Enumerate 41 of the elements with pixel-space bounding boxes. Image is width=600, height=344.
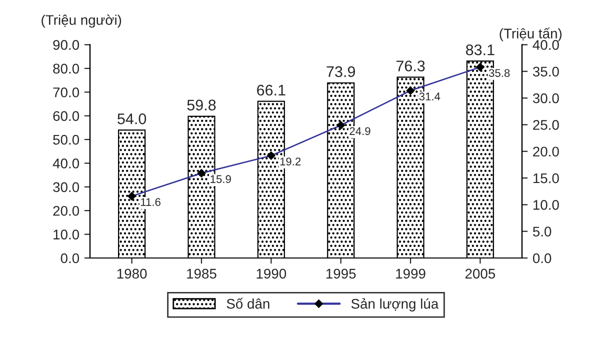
data-label: 15.9: [210, 175, 231, 184]
data-label: 19.2: [280, 158, 301, 166]
y-tick-label: 40.0: [52, 158, 80, 168]
x-tick-label: 1999: [396, 268, 426, 279]
data-label: 73.9: [326, 66, 355, 78]
y-tick-label: 80.0: [53, 64, 80, 74]
x-tick-label: 2005: [465, 268, 496, 279]
legend-label: Sản lượng lúa: [351, 298, 439, 312]
x-tick-label: 1995: [326, 268, 356, 279]
data-label: 76.3: [396, 60, 425, 72]
data-label: 31.4: [419, 92, 440, 100]
y-tick-label: 10.0: [54, 230, 80, 240]
x-tick-label: 1980: [117, 268, 147, 279]
data-label: 11.6: [140, 198, 160, 206]
y-axis-title: (Triệu người): [42, 14, 122, 28]
legend-label: Số dân: [226, 298, 270, 309]
y-tick-label: 0.0: [60, 253, 80, 264]
y-tick-label: 60.0: [53, 111, 80, 121]
y2-tick-label: 40.0: [532, 40, 559, 50]
x-tick-label: 1985: [187, 268, 216, 279]
data-label: 59.8: [187, 100, 216, 110]
y2-tick-label: 0.0: [532, 253, 552, 264]
y-tick-label: 30.0: [53, 182, 80, 192]
data-label: 54.0: [118, 113, 146, 124]
y2-tick-label: 10.0: [533, 200, 559, 210]
data-label: 35.8: [488, 69, 510, 77]
data-label: 83.1: [466, 44, 494, 56]
y2-tick-label: 25.0: [533, 120, 559, 130]
y2-tick-label: 20.0: [533, 146, 559, 157]
y-tick-label: 20.0: [53, 206, 80, 216]
data-label: 66.1: [257, 84, 286, 96]
y2-tick-label: 30.0: [532, 93, 559, 104]
y-tick-label: 90.0: [53, 40, 80, 50]
data-label: 24.9: [350, 127, 370, 136]
y-tick-label: 50.0: [53, 134, 80, 145]
x-tick-label: 1990: [256, 268, 286, 279]
y2-tick-label: 35.0: [532, 66, 559, 77]
y2-tick-label: 5.0: [532, 226, 552, 237]
y2-tick-label: 15.0: [533, 173, 559, 184]
y-tick-label: 70.0: [53, 87, 80, 98]
y2-axis-title: (Triệu tấn): [500, 28, 562, 42]
